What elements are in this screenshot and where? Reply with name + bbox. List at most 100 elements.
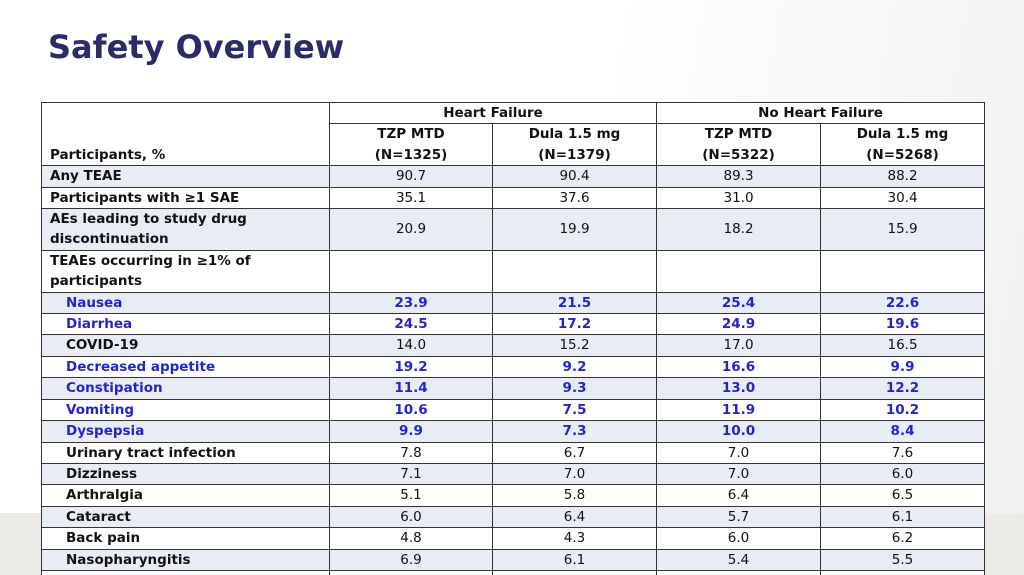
value-cell: 7.3 [491,420,658,443]
row-label: Nausea [41,291,330,315]
column-name: TZP MTD [377,126,445,143]
value-cell: 14.0 [329,334,493,357]
row-label: TEAEs occurring in ≥1% of participants [41,249,330,293]
value-cell: 7.0 [491,462,658,486]
row-label: Urinary tract infection [41,441,330,464]
table-row: Hypertension4.24.75.16.2 [41,569,986,575]
table-row: TEAEs occurring in ≥1% of participants [41,249,986,293]
value-cell: 7.0 [656,441,822,464]
row-label: Vomiting [41,398,330,422]
empty-cell [491,249,658,293]
value-cell: 7.0 [656,462,822,486]
value-cell: 16.6 [656,355,822,379]
value-cell: 25.4 [656,291,822,315]
empty-cell [820,249,986,293]
table-row: Nasopharyngitis 6.9 6.1 5.4 5.5 [41,548,986,571]
row-label: Diarrhea [41,313,330,336]
row-label: Dizziness [41,462,330,486]
value-cell: 11.9 [656,398,822,422]
value-cell: 6.5 [820,484,986,507]
row-label: AEs leading to study drug discontinuatio… [41,208,330,251]
column-name: TZP MTD [704,126,773,143]
column-header: TZP MTD (N=1325) [329,123,493,167]
value-cell: 10.0 [656,420,822,443]
column-name: Dula 1.5 mg [856,126,949,143]
value-cell: 6.2 [820,527,986,550]
column-n: (N=5322) [702,146,775,163]
value-cell: 15.9 [820,208,986,251]
table-row: Urinary tract infection 7.8 6.7 7.0 7.6 [41,441,986,464]
value-cell: 5.8 [491,484,658,507]
header-row: TZP MTD (N=1325) Dula 1.5 mg (N=1379) TZP MT… [42,123,986,167]
row-label: Arthralgia [41,484,330,507]
value-cell: 17.0 [656,334,822,357]
value-cell: 7.6 [820,441,986,464]
row-label: Participants with ≥1 SAE [41,186,330,210]
value-cell: 6.0 [820,462,986,486]
table-row: Any TEAE 90.7 90.4 89.3 88.2 [41,165,986,188]
table-head: Participants, % Heart Failure No Heart Fai… [41,101,986,167]
table-row: Nausea 23.9 21.5 25.4 22.6 [41,291,986,315]
value-cell: 23.9 [329,291,493,315]
value-cell: 6.9 [329,548,493,571]
value-cell: 5.1 [329,484,493,507]
table-row: Constipation 11.4 9.3 13.0 12.2 [41,377,986,400]
value-cell: 12.2 [820,377,986,400]
row-label: Nasopharyngitis [41,548,330,571]
value-cell: 89.3 [656,165,822,188]
value-cell: 6.1 [820,505,986,529]
value-cell: 4.3 [491,527,658,550]
value-cell: 6.2 [820,569,986,575]
empty-cell [329,249,493,293]
value-cell: 4.8 [329,527,493,550]
value-cell: 6.4 [656,484,822,507]
table-row: Arthralgia 5.1 5.8 6.4 6.5 [41,484,986,507]
value-cell: 9.9 [329,420,493,443]
value-cell: 5.5 [820,548,986,571]
value-cell: 6.1 [491,548,658,571]
value-cell: 24.9 [656,313,822,336]
table-row: Cataract 6.0 6.4 5.7 6.1 [41,505,986,529]
table-row: Dyspepsia 9.9 7.3 10.0 8.4 [41,420,986,443]
value-cell: 19.6 [820,313,986,336]
table-row: Dizziness 7.1 7.0 7.0 6.0 [41,462,986,486]
value-cell: 17.2 [491,313,658,336]
value-cell: 31.0 [656,186,822,210]
value-cell: 5.4 [656,548,822,571]
value-cell: 16.5 [820,334,986,357]
value-cell: 35.1 [329,186,493,210]
safety-table: Participants, % Heart Failure No Heart Fai… [41,101,986,575]
table-row: Decreased appetite 19.2 9.2 16.6 9.9 [41,355,986,379]
table-row: Back pain 4.8 4.3 6.0 6.2 [41,527,986,550]
value-cell: 88.2 [820,165,986,188]
value-cell: 6.0 [656,527,822,550]
value-cell: 6.4 [491,505,658,529]
value-cell: 7.1 [329,462,493,486]
table-row: COVID-19 14.0 15.2 17.0 16.5 [41,334,986,357]
value-cell: 22.6 [820,291,986,315]
column-header: Dula 1.5 mg (N=1379) [491,123,658,167]
row-label: Back pain [41,527,330,550]
empty-cell [656,249,822,293]
column-name: Dula 1.5 mg [528,126,621,143]
column-n: (N=1325) [374,146,448,163]
row-label: Constipation [41,377,330,400]
row-label: Dyspepsia [41,420,330,443]
column-header: TZP MTD (N=5322) [656,123,822,167]
row-label: Any TEAE [41,165,330,188]
group-header: No Heart Failure [656,101,986,125]
table-row: Participants with ≥1 SAE 35.1 37.6 31.0 30.4 [41,186,986,210]
column-n: (N=1379) [538,146,611,163]
table-body: Any TEAE 90.7 90.4 89.3 88.2 Participants wit… [41,165,986,575]
value-cell: 9.3 [491,377,658,400]
column-header: Dula 1.5 mg (N=5268) [820,123,986,167]
value-cell: 9.2 [491,355,658,379]
value-cell: 7.5 [491,398,658,422]
value-cell: 8.4 [820,420,986,443]
value-cell: 19.9 [491,208,658,251]
value-cell: 24.5 [329,313,493,336]
table-row: Diarrhea 24.5 17.2 24.9 19.6 [41,313,986,336]
value-cell: 11.4 [329,377,493,400]
value-cell: 9.9 [820,355,986,379]
title: Safety Overview [48,28,345,66]
